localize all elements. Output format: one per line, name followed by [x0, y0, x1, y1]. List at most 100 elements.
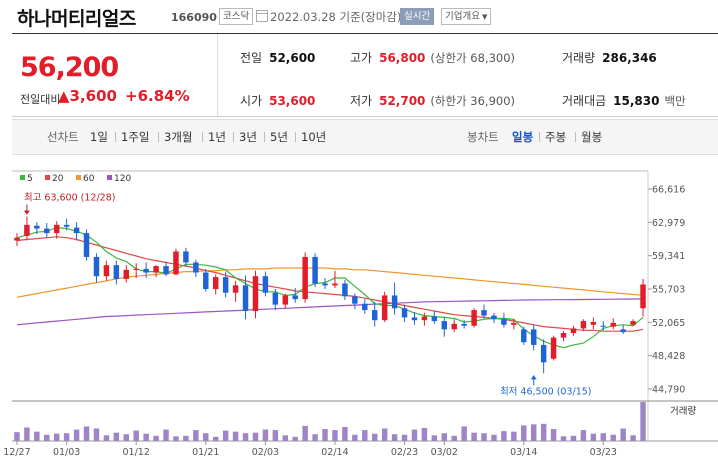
period-1y[interactable]: 1년 [208, 130, 226, 144]
toolbar-separator [264, 132, 265, 142]
candle-body [441, 321, 448, 330]
volume-bar [133, 430, 139, 441]
volume-bar [511, 431, 517, 441]
candle-weekly[interactable]: 주봉 [545, 130, 567, 144]
volume-bar [540, 423, 547, 441]
candle-body [183, 251, 189, 263]
y-tick-label: 59,341 [652, 251, 685, 262]
candle-body [252, 276, 259, 312]
candle-body [570, 328, 577, 334]
candle-body [550, 337, 557, 359]
ma60-line [16, 267, 644, 298]
volume-bar [282, 435, 289, 441]
x-tick-label: 01/03 [53, 447, 80, 458]
x-tick-label: 03/23 [590, 447, 617, 458]
period-10y[interactable]: 10년 [301, 130, 327, 144]
candle-body [411, 317, 418, 321]
volume-bar [431, 435, 438, 441]
candle-body [44, 228, 50, 234]
volume-bar [362, 430, 368, 441]
summary-divider [217, 34, 218, 116]
price-summary: 56,200 전일대비 ▲3,600 +6.84% 전일 52,600 고가 56,… [12, 34, 718, 117]
company-info-dropdown[interactable]: 기업개요 ▼ [441, 8, 492, 25]
volume-bar [550, 429, 557, 441]
chart-toolbar: 선차트 1일 1주일 3개월 1년 3년 5년 10년 봉차트 일봉 주봉 월봉 [12, 119, 718, 155]
stock-name: 하나머티리얼즈 [17, 8, 136, 30]
candle-body [143, 268, 149, 273]
candle-body [471, 310, 477, 326]
volume-bar [302, 425, 308, 441]
volume-bar [312, 434, 318, 441]
y-tick-label: 62,979 [652, 218, 685, 229]
candle-body [73, 227, 80, 234]
candle-body [491, 315, 497, 320]
volume-bar [222, 430, 229, 441]
candle-body [620, 329, 626, 333]
volume-bar [640, 402, 646, 441]
period-3y[interactable]: 3년 [239, 130, 257, 144]
toolbar-separator [233, 132, 234, 142]
volume-bar [44, 434, 50, 441]
toolbar-separator [115, 132, 116, 142]
stock-chart[interactable]: 5 20 60 120 66,616 62,979 59,341 55,703 52,065 48… [0, 153, 718, 471]
change-amount: ▲3,600 [58, 87, 117, 105]
volume-bar [163, 429, 169, 441]
candle-body [630, 321, 636, 325]
candle-body [501, 319, 507, 325]
volume-bar [521, 425, 527, 441]
candle-body [24, 224, 30, 236]
candle-body [302, 256, 308, 300]
volume-bar [203, 433, 209, 441]
candle-body [34, 225, 40, 229]
volume-bar [153, 435, 159, 441]
legend-label: 120 [114, 174, 131, 184]
candle-body [173, 251, 179, 275]
candle-body [580, 321, 587, 329]
candle-chart-label: 봉차트 [467, 130, 499, 144]
volume-bar [620, 428, 626, 441]
y-tick-label: 52,065 [652, 318, 685, 329]
volume-bar [530, 424, 537, 441]
toolbar-separator [202, 132, 203, 142]
period-5y[interactable]: 5년 [270, 130, 288, 144]
candle-body [222, 277, 229, 293]
change-label: 전일대비 [20, 93, 61, 106]
stock-header: 하나머티리얼즈 166090 코스닥 2022.03.28 기준(장마감) 실시… [0, 0, 718, 33]
candle-body [391, 295, 398, 309]
period-1d[interactable]: 1일 [90, 130, 108, 144]
legend-swatch [20, 175, 25, 180]
volume-bar [24, 427, 30, 441]
volume-bar [401, 434, 408, 441]
volume-bar [143, 433, 149, 441]
volume-bar [421, 428, 428, 441]
candle-daily[interactable]: 일봉 [512, 130, 534, 144]
high-arrow-icon [23, 210, 30, 215]
current-price: 56,200 [20, 52, 119, 83]
x-tick-label: 02/23 [391, 447, 418, 458]
toolbar-separator [539, 132, 540, 142]
period-3m[interactable]: 3개월 [164, 130, 193, 144]
candle-monthly[interactable]: 월봉 [581, 130, 603, 144]
legend-swatch [107, 175, 112, 180]
candle-body [401, 308, 408, 318]
candle-body [342, 283, 348, 297]
ma120-line [16, 298, 644, 326]
candle-body [312, 256, 318, 284]
volume: 거래량 286,346 [562, 51, 657, 65]
volume-bar [451, 435, 457, 441]
x-tick-label: 01/21 [192, 447, 219, 458]
quote-date: 2022.03.28 기준(장마감) [270, 10, 402, 24]
y-tick-label: 48,428 [652, 351, 685, 362]
x-tick-label: 01/12 [123, 447, 150, 458]
volume-bar [391, 434, 398, 441]
volume-bar [123, 434, 130, 441]
period-1w[interactable]: 1주일 [121, 130, 150, 144]
volume-bar [103, 435, 110, 441]
legend-label: 60 [83, 174, 95, 184]
realtime-button[interactable]: 실시간 [400, 8, 435, 25]
market-badge: 코스닥 [219, 8, 254, 25]
candle-body [153, 266, 159, 273]
volume-bar [252, 432, 259, 441]
legend-swatch [45, 175, 50, 180]
volume-bar [381, 428, 388, 441]
